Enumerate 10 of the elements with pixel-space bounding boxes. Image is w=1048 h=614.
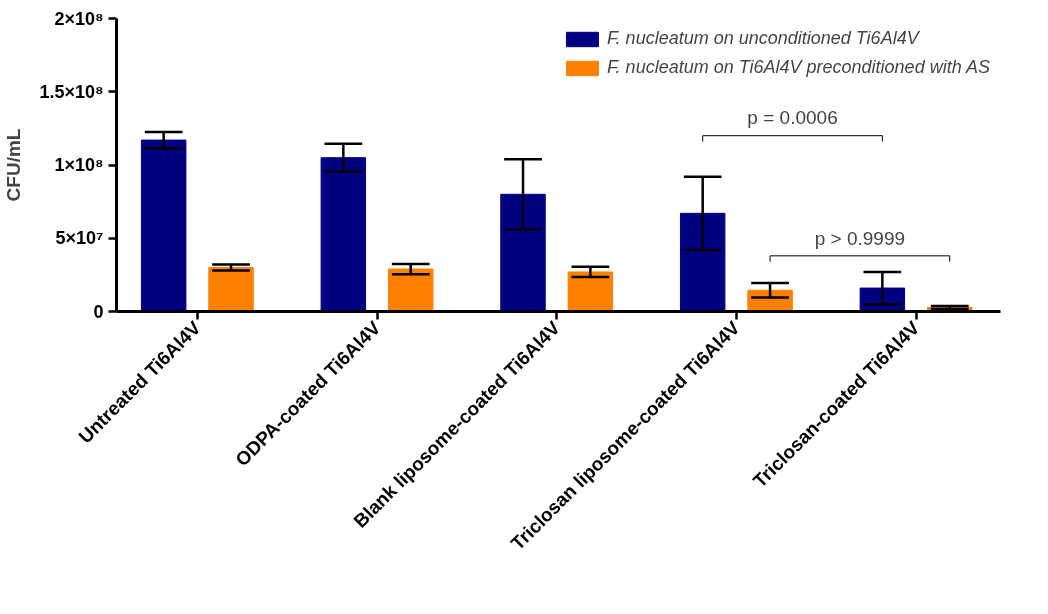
y-tick-label: 1.5×10⁸ [39, 81, 104, 102]
annotation: p = 0.0006 [747, 107, 838, 129]
y-axis-title: CFU/mL [3, 128, 25, 202]
legend-label: F. nucleatum on Ti6Al4V preconditioned with AS [606, 57, 990, 78]
y-tick-label: 0 [93, 301, 104, 322]
y-tick-label: 1×10⁸ [54, 155, 104, 175]
annotation: p > 0.9999 [814, 227, 906, 249]
legend-label: F. nucleatum on unconditioned Ti6Al4V [606, 28, 919, 49]
y-tick-label: 2×10⁸ [54, 8, 104, 29]
y-tick-label: 5×10⁷ [55, 228, 104, 249]
